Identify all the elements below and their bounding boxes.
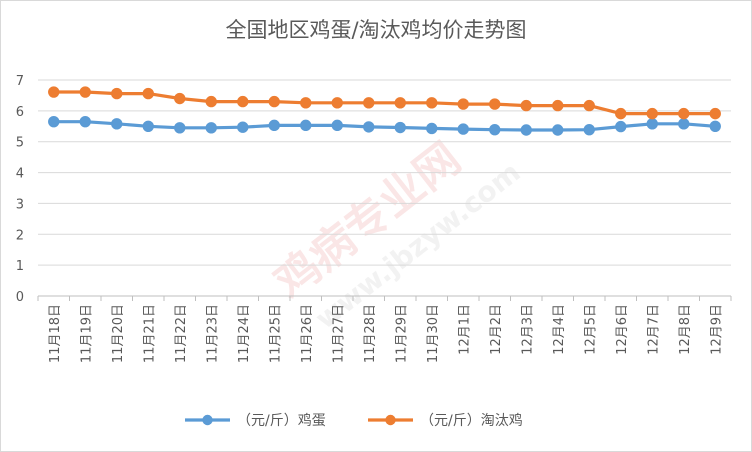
x-tick-label: 11月22日 bbox=[174, 304, 189, 363]
series bbox=[48, 86, 721, 136]
legend-marker bbox=[385, 414, 396, 426]
data-point bbox=[709, 120, 721, 132]
data-point bbox=[268, 95, 280, 108]
data-point bbox=[48, 115, 60, 128]
legend-label: （元/斤）鸡蛋 bbox=[237, 412, 326, 429]
x-tick-label: 12月6日 bbox=[615, 304, 630, 355]
x-tick-label: 11月30日 bbox=[426, 304, 441, 363]
data-point bbox=[300, 97, 312, 109]
data-point bbox=[79, 115, 91, 128]
x-tick-label: 11月20日 bbox=[111, 304, 126, 363]
y-tick-label: 4 bbox=[16, 167, 24, 182]
data-point bbox=[268, 119, 280, 132]
data-point bbox=[205, 122, 217, 134]
data-point bbox=[646, 118, 658, 130]
data-point bbox=[489, 123, 501, 136]
y-tick-label: 3 bbox=[16, 197, 24, 212]
series-group bbox=[48, 115, 721, 136]
x-tick-label: 11月23日 bbox=[205, 304, 220, 363]
x-tick-label: 12月2日 bbox=[489, 304, 504, 355]
data-point bbox=[552, 99, 564, 112]
data-point bbox=[237, 121, 249, 133]
data-point bbox=[331, 97, 343, 109]
data-point bbox=[331, 119, 343, 132]
data-point bbox=[394, 121, 406, 134]
data-point bbox=[678, 107, 690, 120]
data-point bbox=[583, 99, 595, 112]
y-tick-label: 7 bbox=[16, 74, 24, 89]
data-point bbox=[174, 122, 186, 134]
data-point bbox=[489, 98, 501, 110]
data-point bbox=[709, 107, 721, 120]
data-point bbox=[520, 124, 532, 136]
x-tick-label: 11月19日 bbox=[79, 304, 94, 363]
data-point bbox=[426, 97, 438, 109]
y-tick-label: 6 bbox=[16, 105, 24, 120]
data-point bbox=[520, 99, 532, 112]
x-tick-label: 12月4日 bbox=[552, 304, 567, 355]
series-group bbox=[48, 86, 721, 120]
y-tick-label: 0 bbox=[16, 290, 24, 305]
data-point bbox=[300, 119, 312, 132]
data-point bbox=[363, 121, 375, 133]
y-tick-label: 1 bbox=[16, 259, 24, 274]
x-tick-label: 12月3日 bbox=[520, 304, 535, 355]
series-line bbox=[52, 90, 717, 116]
x-tick-label: 11月27日 bbox=[331, 304, 346, 363]
data-point bbox=[111, 87, 123, 100]
x-tick-label: 12月7日 bbox=[646, 304, 661, 355]
x-tick-label: 11月21日 bbox=[142, 304, 157, 363]
data-point bbox=[174, 92, 186, 105]
y-tick-label: 5 bbox=[16, 136, 24, 151]
data-point bbox=[205, 95, 217, 108]
x-tick-label: 12月1日 bbox=[457, 304, 472, 355]
data-point bbox=[426, 122, 438, 135]
x-tick-label: 11月26日 bbox=[300, 304, 315, 363]
data-point bbox=[142, 120, 154, 132]
x-tick-label: 11月18日 bbox=[48, 304, 63, 363]
data-point bbox=[457, 123, 469, 135]
legend-label: （元/斤）淘汰鸡 bbox=[420, 412, 523, 429]
data-point bbox=[237, 95, 249, 108]
data-point bbox=[678, 118, 690, 130]
data-point bbox=[142, 87, 154, 100]
legend: （元/斤）鸡蛋 （元/斤）淘汰鸡 bbox=[185, 412, 523, 429]
x-axis: 11月18日 11月19日 11月20日 11月21日 11月22日 11月23日 11月2… bbox=[37, 296, 732, 363]
data-point bbox=[111, 118, 123, 130]
data-point bbox=[552, 124, 564, 136]
data-point bbox=[646, 107, 658, 120]
series-line bbox=[52, 120, 717, 132]
data-point bbox=[79, 86, 91, 98]
x-tick-label: 12月8日 bbox=[678, 304, 693, 355]
x-tick-label: 11月28日 bbox=[363, 304, 378, 363]
data-point bbox=[363, 97, 375, 109]
x-tick-label: 11月29日 bbox=[394, 304, 409, 363]
data-point bbox=[615, 107, 627, 120]
legend-marker bbox=[202, 414, 213, 426]
x-tick-label: 11月25日 bbox=[268, 304, 283, 363]
x-tick-label: 12月9日 bbox=[709, 304, 724, 355]
data-point bbox=[48, 86, 60, 98]
chart-title: 全国地区鸡蛋/淘汰鸡均价走势图 bbox=[225, 18, 527, 42]
data-point bbox=[583, 123, 595, 136]
x-tick-label: 11月24日 bbox=[237, 304, 252, 363]
y-axis: 0 1 2 3 4 5 6 7 bbox=[16, 74, 24, 305]
x-tick-label: 12月5日 bbox=[583, 304, 598, 355]
data-point bbox=[394, 97, 406, 109]
y-tick-label: 2 bbox=[16, 228, 24, 243]
data-point bbox=[615, 120, 627, 133]
data-point bbox=[457, 98, 469, 110]
